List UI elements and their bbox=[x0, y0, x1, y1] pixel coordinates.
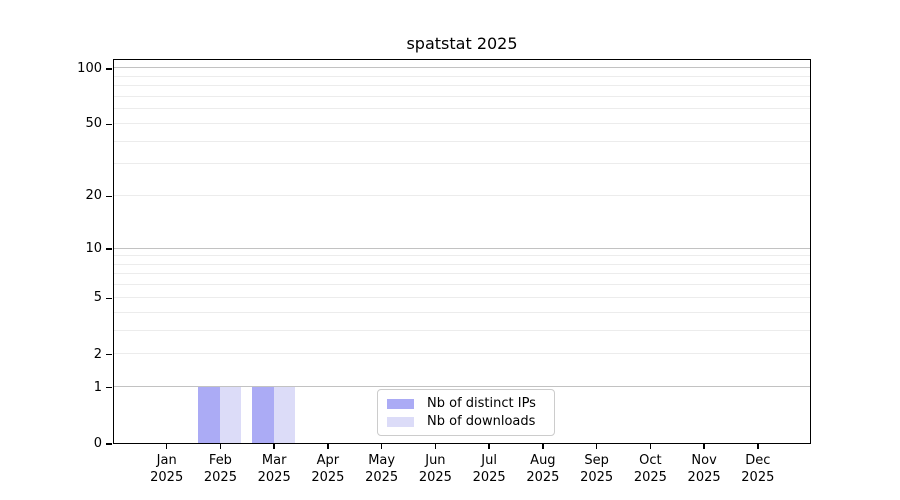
gridline-minor bbox=[114, 85, 810, 87]
x-tick-label-month: Sep bbox=[584, 453, 609, 468]
gridline-minor bbox=[114, 311, 810, 313]
x-tick-label-month: Mar bbox=[261, 453, 287, 468]
x-tick-label-year: 2025 bbox=[580, 470, 614, 485]
y-tick-label: 0 bbox=[93, 436, 102, 451]
x-tick-label: Oct 2025 bbox=[618, 452, 682, 486]
x-tick-label-month: Jun bbox=[425, 453, 446, 468]
gridline-minor bbox=[114, 194, 810, 196]
x-tick-label: Jun 2025 bbox=[403, 452, 467, 486]
x-tick-label-year: 2025 bbox=[687, 470, 721, 485]
x-tick-mark bbox=[434, 444, 437, 449]
y-tick-label: 10 bbox=[85, 241, 102, 257]
x-tick-mark bbox=[219, 444, 222, 449]
x-tick-label-month: Apr bbox=[316, 453, 340, 468]
x-tick-label: Jan 2025 bbox=[135, 452, 199, 486]
x-tick-mark bbox=[757, 444, 759, 449]
legend-label: Nb of distinct IPs bbox=[427, 396, 536, 411]
plot-area bbox=[113, 59, 811, 444]
x-tick-label: Aug 2025 bbox=[511, 452, 575, 486]
x-tick-label-year: 2025 bbox=[257, 470, 291, 485]
x-tick-label: Sep 2025 bbox=[565, 452, 629, 486]
y-tick-mark bbox=[106, 386, 112, 389]
gridline-minor bbox=[114, 284, 810, 286]
legend-label: Nb of downloads bbox=[427, 414, 536, 429]
gridline-minor bbox=[114, 95, 810, 97]
x-tick-label-month: May bbox=[368, 453, 396, 468]
gridline-major bbox=[114, 67, 810, 69]
x-tick-label-month: Nov bbox=[691, 453, 717, 468]
y-tick-label: 20 bbox=[85, 188, 102, 204]
x-tick-label-year: 2025 bbox=[633, 470, 667, 485]
bar-nb-of-downloads bbox=[219, 386, 242, 443]
y-tick-label: 5 bbox=[93, 290, 102, 306]
x-tick-mark bbox=[703, 444, 705, 449]
y-tick-mark bbox=[106, 248, 112, 250]
y-tick-mark bbox=[106, 353, 112, 356]
legend-swatch-nb-of-distinct-ips bbox=[387, 398, 414, 409]
gridline-major bbox=[114, 247, 810, 249]
legend-swatch-nb-of-downloads bbox=[387, 416, 414, 427]
legend-row: Nb of distinct IPs bbox=[387, 396, 554, 411]
x-tick-label-month: Dec bbox=[745, 453, 771, 468]
y-tick-mark bbox=[106, 195, 112, 198]
y-tick-mark bbox=[106, 297, 112, 300]
x-tick-label-year: 2025 bbox=[472, 470, 506, 485]
x-tick-mark bbox=[165, 444, 168, 449]
x-tick-label-month: Jul bbox=[481, 453, 497, 468]
x-tick-label-year: 2025 bbox=[418, 470, 452, 485]
bar-nb-of-distinct-ips bbox=[198, 386, 220, 443]
x-tick-mark bbox=[542, 444, 544, 449]
x-tick-label: May 2025 bbox=[350, 452, 414, 486]
y-tick-mark bbox=[106, 123, 112, 126]
x-tick-label: Mar 2025 bbox=[242, 452, 306, 486]
x-tick-mark bbox=[273, 444, 275, 449]
gridline-minor bbox=[114, 296, 810, 298]
gridline-minor bbox=[114, 263, 810, 265]
x-tick-mark bbox=[380, 444, 383, 449]
x-tick-label-month: Oct bbox=[639, 453, 662, 468]
x-tick-label-year: 2025 bbox=[311, 470, 345, 485]
x-tick-label-year: 2025 bbox=[526, 470, 560, 485]
gridline-minor bbox=[114, 140, 810, 142]
y-tick-label: 1 bbox=[93, 379, 102, 395]
gridline-minor bbox=[114, 122, 810, 124]
x-tick-label-year: 2025 bbox=[741, 470, 775, 485]
gridline-major bbox=[114, 386, 810, 388]
gridline-minor bbox=[114, 329, 810, 331]
y-tick-label: 100 bbox=[77, 60, 102, 76]
legend-row: Nb of downloads bbox=[387, 414, 554, 429]
y-tick-mark bbox=[106, 443, 112, 445]
gridline-minor bbox=[114, 273, 810, 275]
x-tick-label-year: 2025 bbox=[203, 470, 237, 485]
x-tick-mark bbox=[649, 444, 652, 449]
x-tick-label: Nov 2025 bbox=[672, 452, 736, 486]
x-tick-label: Apr 2025 bbox=[296, 452, 360, 486]
x-tick-mark bbox=[488, 444, 490, 449]
gridline-minor bbox=[114, 255, 810, 257]
x-tick-label-year: 2025 bbox=[150, 470, 184, 485]
x-tick-label-month: Jan bbox=[156, 453, 177, 468]
legend: Nb of distinct IPs Nb of downloads bbox=[377, 389, 555, 436]
gridline-minor bbox=[114, 75, 810, 77]
bar-nb-of-distinct-ips bbox=[252, 386, 274, 443]
chart-title: spatstat 2025 bbox=[406, 34, 518, 53]
x-tick-mark bbox=[595, 444, 598, 449]
x-tick-label: Feb 2025 bbox=[188, 452, 252, 486]
y-tick-mark bbox=[106, 68, 112, 70]
y-tick-label: 50 bbox=[85, 116, 102, 132]
gridline-minor bbox=[114, 353, 810, 355]
x-tick-label: Dec 2025 bbox=[726, 452, 790, 486]
gridline-minor bbox=[114, 163, 810, 165]
gridline-minor bbox=[114, 108, 810, 110]
x-tick-label-year: 2025 bbox=[365, 470, 399, 485]
x-tick-label-month: Feb bbox=[208, 453, 232, 468]
bar-nb-of-downloads bbox=[273, 386, 296, 443]
x-tick-mark bbox=[327, 444, 329, 449]
x-tick-label-month: Aug bbox=[530, 453, 556, 468]
y-tick-label: 2 bbox=[93, 346, 102, 362]
x-tick-label: Jul 2025 bbox=[457, 452, 521, 486]
